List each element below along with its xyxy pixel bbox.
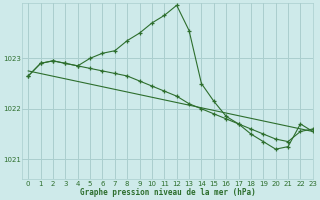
X-axis label: Graphe pression niveau de la mer (hPa): Graphe pression niveau de la mer (hPa) [80,188,255,197]
